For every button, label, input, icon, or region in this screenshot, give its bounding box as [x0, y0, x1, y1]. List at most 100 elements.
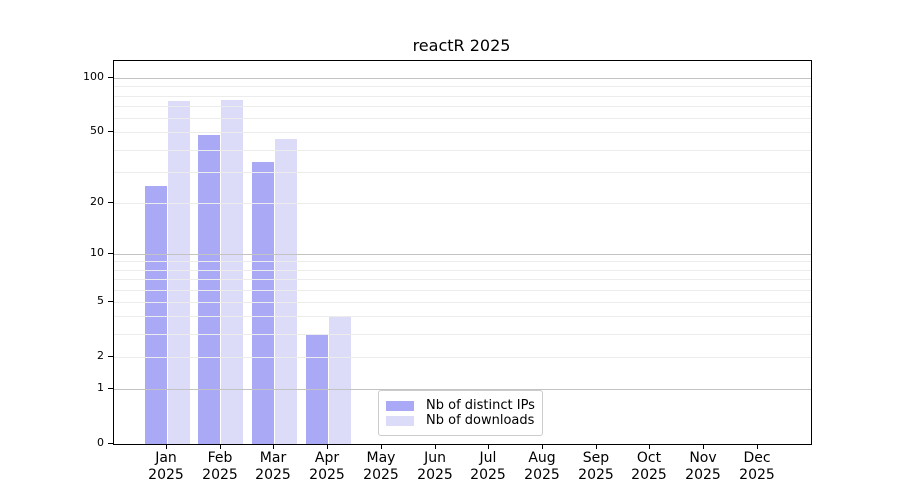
x-tick-label-apr: Apr 2025	[295, 450, 359, 484]
legend-row-downloads: Nb of downloads	[386, 413, 534, 428]
year-label: 2025	[202, 467, 238, 483]
y-tick-label-100: 100	[83, 70, 104, 83]
x-tick-label-mar: Mar 2025	[241, 450, 305, 484]
year-label: 2025	[631, 467, 667, 483]
month-label: Mar	[259, 450, 287, 466]
legend-label-distinct-ips: Nb of distinct IPs	[426, 398, 535, 413]
year-label: 2025	[470, 467, 506, 483]
legend-swatch-distinct-ips	[386, 400, 414, 411]
gridline-minor-3	[114, 334, 811, 336]
x-tick-mar	[273, 444, 274, 449]
x-tick-oct	[649, 444, 650, 449]
year-label: 2025	[524, 467, 560, 483]
year-label: 2025	[417, 467, 453, 483]
gridline-minor-50	[114, 132, 811, 134]
gridline-minor-9	[114, 261, 811, 263]
y-tick-label-10: 10	[90, 246, 104, 259]
gridline-major-1	[114, 389, 811, 390]
month-label: Feb	[207, 450, 233, 466]
gridline-major-100	[114, 78, 811, 79]
y-tick-2	[108, 356, 113, 357]
x-tick-sep	[596, 444, 597, 449]
year-label: 2025	[685, 467, 721, 483]
month-label: Dec	[743, 450, 771, 466]
x-tick-label-aug: Aug 2025	[510, 450, 574, 484]
y-tick-label-5: 5	[97, 294, 104, 307]
legend: Nb of distinct IPs Nb of downloads	[378, 390, 543, 436]
gridline-minor-80	[114, 95, 811, 97]
bar-downloads-feb	[221, 99, 244, 444]
x-tick-label-feb: Feb 2025	[188, 450, 252, 484]
month-label: Jul	[479, 450, 497, 466]
gridline-minor-8	[114, 269, 811, 271]
y-tick-label-50: 50	[90, 124, 104, 137]
gridline-minor-6	[114, 289, 811, 291]
x-tick-label-jul: Jul 2025	[456, 450, 520, 484]
year-label: 2025	[739, 467, 775, 483]
x-tick-jul	[488, 444, 489, 449]
y-tick-label-20: 20	[90, 195, 104, 208]
y-tick-10	[108, 253, 113, 254]
year-label: 2025	[578, 467, 614, 483]
month-label: Apr	[314, 450, 340, 466]
x-tick-nov	[703, 444, 704, 449]
legend-label-downloads: Nb of downloads	[426, 413, 535, 428]
month-label: Jun	[424, 450, 446, 466]
bar-downloads-jan	[167, 100, 190, 444]
year-label: 2025	[148, 467, 184, 483]
bar-downloads-apr	[328, 316, 351, 444]
x-tick-label-jan: Jan 2025	[134, 450, 198, 484]
gridline-minor-40	[114, 149, 811, 151]
year-label: 2025	[309, 467, 345, 483]
x-tick-jun	[435, 444, 436, 449]
y-tick-label-1: 1	[97, 381, 104, 394]
year-label: 2025	[255, 467, 291, 483]
x-tick-label-may: May 2025	[349, 450, 413, 484]
bar-downloads-mar	[274, 138, 297, 444]
plot-area	[113, 60, 812, 445]
x-tick-dec	[757, 444, 758, 449]
bar-distinct-ips-mar	[251, 162, 274, 444]
gridline-minor-7	[114, 279, 811, 281]
gridline-minor-60	[114, 118, 811, 119]
x-tick-label-jun: Jun 2025	[403, 450, 467, 484]
x-tick-label-oct: Oct 2025	[617, 450, 681, 484]
x-tick-label-nov: Nov 2025	[671, 450, 735, 484]
bar-distinct-ips-jan	[144, 185, 167, 444]
x-tick-feb	[220, 444, 221, 449]
month-label: May	[366, 450, 396, 466]
x-tick-may	[381, 444, 382, 449]
y-tick-0	[108, 443, 113, 444]
x-tick-aug	[542, 444, 543, 449]
y-tick-1	[108, 388, 113, 389]
gridline-minor-2	[114, 356, 811, 358]
gridline-minor-30	[114, 171, 811, 173]
y-tick-20	[108, 202, 113, 203]
x-tick-apr	[327, 444, 328, 449]
month-label: Aug	[528, 450, 556, 466]
month-label: Sep	[582, 450, 610, 466]
y-tick-100	[108, 77, 113, 78]
gridline-major-10	[114, 253, 811, 255]
gridline-minor-20	[114, 202, 811, 204]
month-label: Nov	[689, 450, 717, 466]
bar-distinct-ips-feb	[198, 135, 221, 444]
month-label: Jan	[155, 450, 177, 466]
x-tick-label-sep: Sep 2025	[564, 450, 628, 484]
gridline-minor-90	[114, 86, 811, 88]
gridline-minor-4	[114, 316, 811, 318]
year-label: 2025	[363, 467, 399, 483]
chart-title: reactR 2025	[412, 36, 511, 55]
gridline-minor-70	[114, 106, 811, 107]
x-tick-jan	[166, 444, 167, 449]
month-label: Oct	[636, 450, 662, 466]
y-tick-50	[108, 131, 113, 132]
y-tick-label-0: 0	[97, 436, 104, 449]
legend-row-distinct-ips: Nb of distinct IPs	[386, 398, 535, 413]
y-tick-5	[108, 301, 113, 302]
gridline-minor-5	[114, 301, 811, 303]
x-tick-label-dec: Dec 2025	[725, 450, 789, 484]
y-tick-label-2: 2	[97, 349, 104, 362]
legend-swatch-downloads	[386, 415, 414, 426]
